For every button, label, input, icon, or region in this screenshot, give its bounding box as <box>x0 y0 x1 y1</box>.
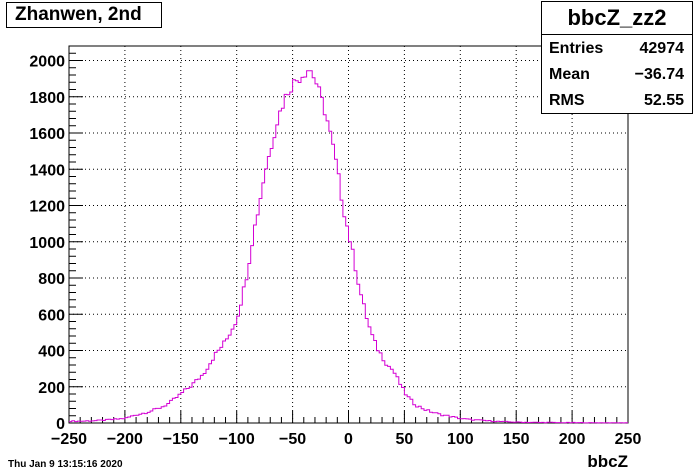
y-tick-label: 1600 <box>29 126 65 143</box>
stats-row-rms: RMS 52.55 <box>542 87 692 113</box>
x-tick-label: 100 <box>447 431 474 448</box>
plot-title: Zhanwen, 2nd <box>6 2 162 28</box>
y-tick-label: 1800 <box>29 90 65 107</box>
stats-row-entries: Entries 42974 <box>542 35 692 61</box>
stats-box: bbcZ_zz2 Entries 42974 Mean −36.74 RMS 5… <box>541 1 693 114</box>
stats-value: −36.74 <box>634 66 684 83</box>
x-tick-label: 200 <box>559 431 586 448</box>
axis-ticks <box>68 45 629 424</box>
stats-histogram-name: bbcZ_zz2 <box>542 2 692 35</box>
y-tick-label: 200 <box>38 380 65 397</box>
timestamp: Thu Jan 9 13:15:16 2020 <box>8 459 123 470</box>
x-tick-label: 50 <box>396 431 414 448</box>
y-tick-label: 800 <box>38 271 65 288</box>
x-tick-labels: −250 −200 −150 −100 −50 0 50 100 150 200 250 <box>51 431 641 448</box>
stats-value: 42974 <box>639 40 685 57</box>
x-tick-label: 150 <box>503 431 530 448</box>
x-tick-label: −50 <box>279 431 306 448</box>
y-tick-label: 600 <box>38 307 65 324</box>
x-tick-label: −250 <box>51 431 87 448</box>
y-tick-label: 0 <box>56 416 65 433</box>
stats-label: Mean <box>549 66 590 83</box>
stats-label: RMS <box>549 92 585 109</box>
y-tick-label: 1200 <box>29 199 65 216</box>
stats-label: Entries <box>549 40 604 57</box>
histogram-series <box>69 70 628 424</box>
x-axis-label: bbcZ <box>587 452 628 471</box>
x-tick-label: 0 <box>344 431 353 448</box>
stats-row-mean: Mean −36.74 <box>542 61 692 87</box>
x-tick-label: −200 <box>107 431 143 448</box>
y-tick-label: 400 <box>38 344 65 361</box>
y-tick-labels: 0 200 400 600 800 1000 1200 1400 1600 1800 2000 <box>29 54 65 434</box>
y-tick-label: 1000 <box>29 235 65 252</box>
x-tick-label: 250 <box>615 431 642 448</box>
y-tick-label: 1400 <box>29 162 65 179</box>
y-tick-label: 2000 <box>29 54 65 71</box>
x-tick-label: −100 <box>219 431 255 448</box>
stats-value: 52.55 <box>643 92 684 109</box>
x-tick-label: −150 <box>163 431 199 448</box>
